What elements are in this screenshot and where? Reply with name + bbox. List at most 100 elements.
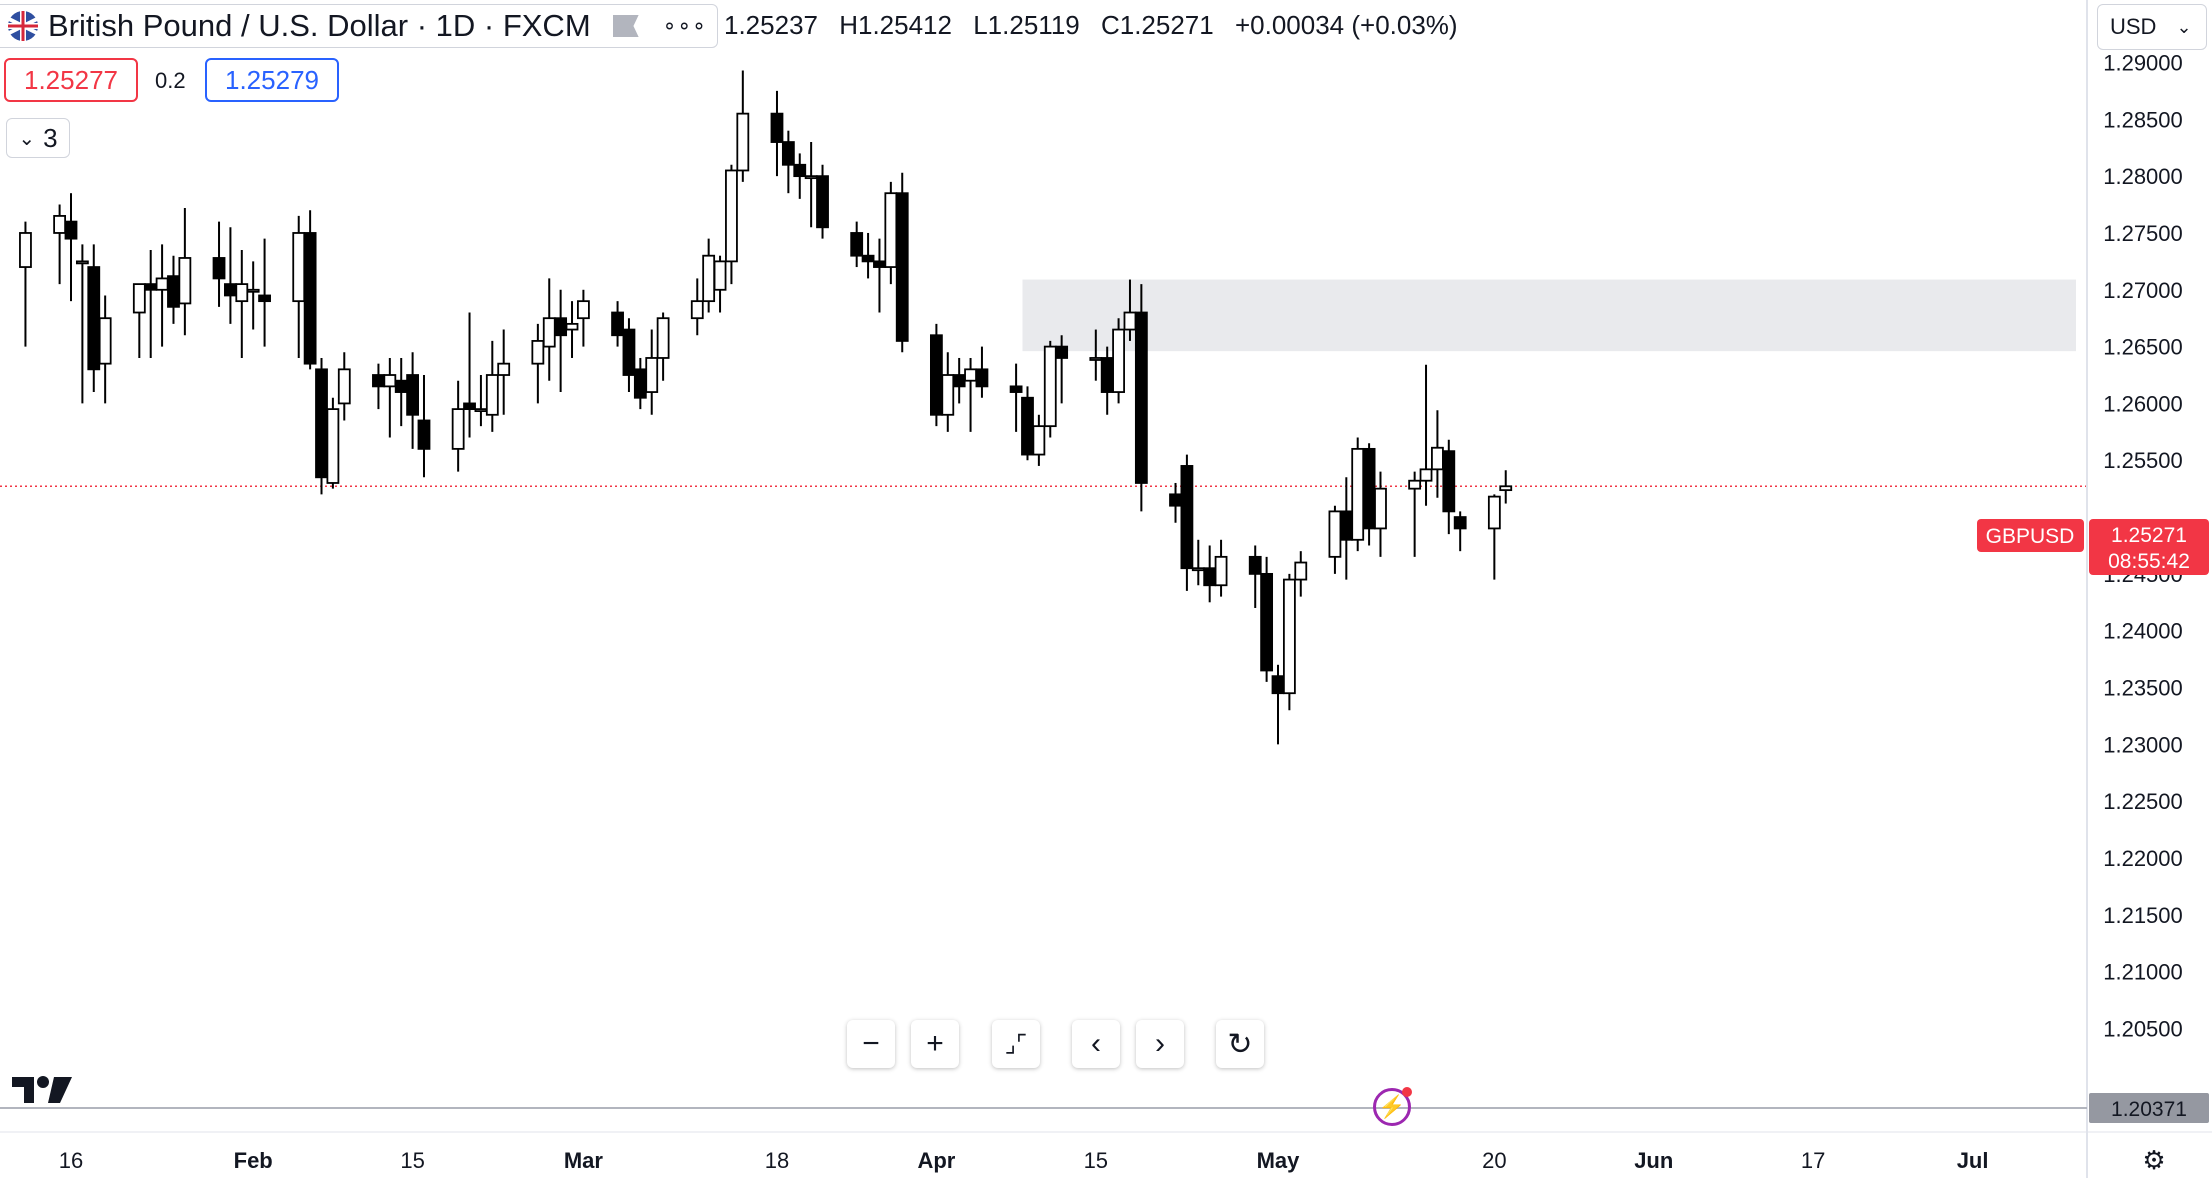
candle[interactable]	[770, 90, 784, 177]
candle-body-down	[64, 220, 78, 240]
candle[interactable]	[713, 255, 727, 313]
candle[interactable]	[1248, 545, 1262, 608]
candle[interactable]	[1043, 340, 1057, 438]
candle[interactable]	[577, 289, 590, 347]
time-tick-label: 18	[765, 1148, 789, 1173]
candle[interactable]	[1055, 335, 1069, 404]
flag-icon	[6, 9, 40, 43]
supply-zone[interactable]	[1022, 279, 2077, 352]
candle[interactable]	[736, 70, 750, 182]
price-tick-label: 1.22500	[2103, 789, 2183, 814]
candle[interactable]	[1021, 386, 1034, 461]
candle[interactable]	[850, 221, 864, 268]
candle[interactable]	[1419, 364, 1433, 506]
candle[interactable]	[531, 323, 545, 404]
zoom-out-button[interactable]: −	[847, 1020, 895, 1068]
candle[interactable]	[1408, 471, 1422, 557]
reset-chart-button[interactable]: ↻	[1216, 1020, 1264, 1068]
scroll-left-button[interactable]: ‹	[1072, 1020, 1120, 1068]
candle[interactable]	[1032, 414, 1046, 466]
candle[interactable]	[622, 318, 636, 393]
candle-body-up	[1089, 357, 1103, 361]
candle[interactable]	[861, 232, 875, 279]
candle[interactable]	[64, 193, 78, 302]
sell-button[interactable]: 1.25277	[4, 58, 138, 102]
candle[interactable]	[1112, 318, 1125, 404]
candle[interactable]	[75, 244, 89, 404]
currency-select[interactable]: USD ⌄	[2097, 4, 2207, 50]
candle[interactable]	[645, 329, 659, 415]
candle[interactable]	[178, 207, 192, 336]
price-tick-label: 1.23500	[2103, 676, 2183, 701]
candle[interactable]	[611, 301, 624, 347]
candle[interactable]	[656, 312, 670, 381]
candle[interactable]	[1009, 363, 1023, 432]
price-tick-label: 1.20500	[2103, 1016, 2183, 1041]
candle[interactable]	[1499, 470, 1513, 504]
candle[interactable]	[1134, 284, 1148, 512]
candle[interactable]	[19, 221, 32, 347]
candle-body-up	[565, 322, 579, 331]
symbol-title[interactable]: British Pound / U.S. Dollar · 1D · FXCM	[48, 8, 591, 43]
candle[interactable]	[793, 153, 807, 199]
reset-scale-button[interactable]: ⌟⌜	[992, 1020, 1040, 1068]
candle[interactable]	[725, 164, 738, 285]
candle-body-up	[542, 317, 556, 348]
candle-body-up	[1032, 425, 1046, 456]
candle-body-up	[1408, 479, 1422, 490]
candle-body-down	[212, 257, 226, 280]
candle[interactable]	[326, 397, 340, 489]
candle[interactable]	[98, 295, 112, 404]
scroll-right-button[interactable]: ›	[1136, 1020, 1184, 1068]
candle[interactable]	[87, 244, 101, 393]
candle[interactable]	[258, 238, 271, 347]
more-icon[interactable]: ∘∘∘	[662, 13, 707, 38]
candle[interactable]	[463, 312, 476, 438]
price-tick-label: 1.21500	[2103, 903, 2183, 928]
candle[interactable]	[451, 380, 465, 472]
candle-body-down	[1362, 447, 1376, 530]
candle[interactable]	[1453, 511, 1467, 552]
buy-button[interactable]: 1.25279	[205, 58, 339, 102]
open-value: 1.25237	[724, 10, 818, 40]
candle[interactable]	[690, 278, 704, 336]
candle[interactable]	[315, 357, 328, 495]
candle[interactable]	[941, 352, 955, 432]
candle[interactable]	[816, 164, 829, 239]
candle[interactable]	[212, 221, 226, 307]
candle[interactable]	[1180, 454, 1194, 591]
candle[interactable]	[895, 172, 909, 353]
candle[interactable]	[303, 210, 317, 370]
candle[interactable]	[1282, 573, 1296, 711]
candle[interactable]	[1214, 539, 1228, 597]
bolt-icon[interactable]: ⚡	[1373, 1087, 1412, 1126]
symbol-header[interactable]: British Pound / U.S. Dollar · 1D · FXCM …	[0, 4, 718, 48]
candle[interactable]	[781, 130, 795, 194]
tradingview-logo[interactable]	[10, 1072, 74, 1117]
candle[interactable]	[246, 261, 260, 330]
candle[interactable]	[485, 340, 499, 432]
candle[interactable]	[132, 283, 146, 358]
candle[interactable]	[337, 352, 351, 421]
indicators-toggle[interactable]: ⌄ 3	[6, 118, 70, 158]
candle[interactable]	[565, 301, 579, 358]
candle-body-up	[75, 260, 89, 265]
settings-icon[interactable]: ⚙	[2142, 1144, 2166, 1175]
candle[interactable]	[1374, 471, 1387, 557]
time-tick-label: May	[1257, 1148, 1301, 1173]
flag-marker-icon[interactable]	[612, 15, 639, 37]
candle[interactable]	[975, 346, 989, 398]
candle[interactable]	[1351, 437, 1365, 552]
candle[interactable]	[1487, 494, 1501, 580]
candle[interactable]	[406, 352, 420, 449]
zoom-in-button[interactable]: +	[911, 1020, 959, 1068]
candle-body-down	[633, 368, 647, 399]
candle[interactable]	[417, 375, 431, 478]
candle[interactable]	[929, 323, 943, 427]
candle-body-up	[1112, 328, 1125, 393]
candle[interactable]	[497, 329, 511, 415]
candle[interactable]	[1260, 556, 1274, 682]
candle[interactable]	[1442, 439, 1456, 535]
candle[interactable]	[1294, 551, 1308, 597]
